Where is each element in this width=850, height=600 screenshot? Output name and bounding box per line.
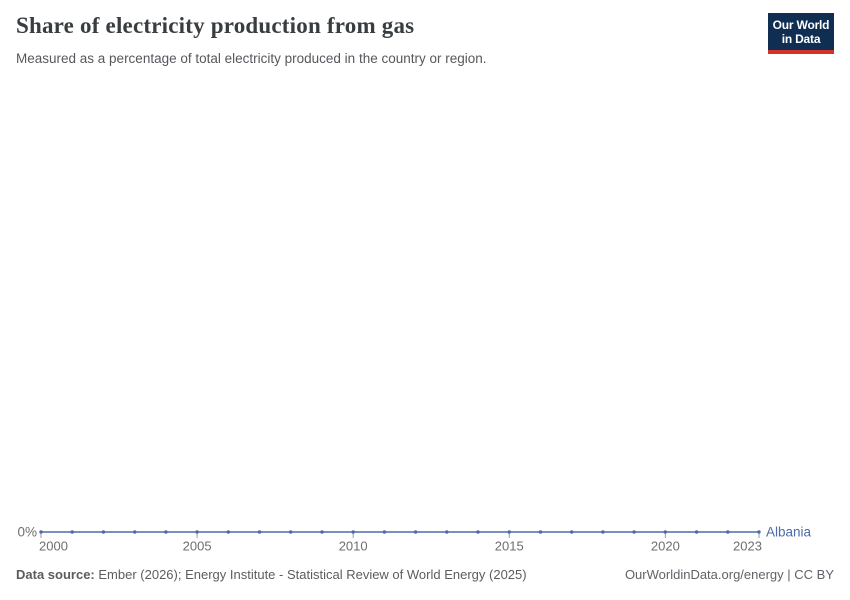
data-point[interactable] xyxy=(382,530,387,534)
x-axis-tick-label: 2000 xyxy=(39,539,68,554)
data-point[interactable] xyxy=(726,530,730,534)
x-axis-tick-label: 2023 xyxy=(733,539,762,554)
chart-footer: Data source: Ember (2026); Energy Instit… xyxy=(16,567,834,582)
data-point[interactable] xyxy=(413,530,418,534)
owid-logo-line2: in Data xyxy=(781,32,821,46)
data-point[interactable] xyxy=(663,530,667,534)
x-axis-tick-label: 2020 xyxy=(651,539,680,554)
data-point[interactable] xyxy=(757,530,761,534)
x-axis-tick-label: 2010 xyxy=(339,539,368,554)
y-axis-tick-label: 0% xyxy=(17,525,37,540)
page-title: Share of electricity production from gas xyxy=(16,13,415,38)
owid-logo-line1: Our World xyxy=(772,18,830,32)
data-point[interactable] xyxy=(632,530,636,534)
data-point[interactable] xyxy=(133,530,137,534)
data-point[interactable] xyxy=(570,530,574,534)
data-point[interactable] xyxy=(601,530,605,534)
x-axis-tick-label: 2015 xyxy=(495,539,524,554)
series-label-albania[interactable]: Albania xyxy=(766,525,812,540)
data-point[interactable] xyxy=(476,530,480,534)
data-point[interactable] xyxy=(445,530,449,534)
data-point[interactable] xyxy=(507,530,511,534)
data-source-text: Ember (2026); Energy Institute - Statist… xyxy=(98,567,527,582)
data-point[interactable] xyxy=(320,530,324,534)
data-point[interactable] xyxy=(39,530,43,534)
data-point[interactable] xyxy=(164,530,168,534)
data-source-note: Data source: Ember (2026); Energy Instit… xyxy=(16,567,527,582)
data-point[interactable] xyxy=(226,530,230,534)
data-point[interactable] xyxy=(257,530,262,534)
data-point[interactable] xyxy=(195,530,199,534)
data-point[interactable] xyxy=(101,530,106,534)
data-point[interactable] xyxy=(351,530,355,534)
data-point[interactable] xyxy=(538,530,543,534)
data-point[interactable] xyxy=(694,530,699,534)
data-source-label: Data source: xyxy=(16,567,99,582)
owid-logo[interactable]: Our World in Data xyxy=(768,13,834,54)
chart-subtitle: Measured as a percentage of total electr… xyxy=(16,51,487,66)
footer-links[interactable]: OurWorldinData.org/energy | CC BY xyxy=(624,567,834,582)
data-point[interactable] xyxy=(70,530,74,534)
x-axis-tick-label: 2005 xyxy=(183,539,212,554)
data-point[interactable] xyxy=(289,530,293,534)
